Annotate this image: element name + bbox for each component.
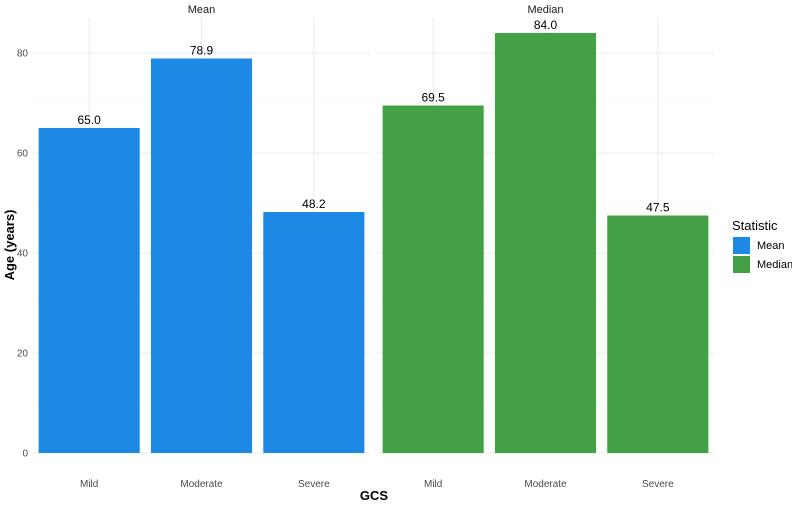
- facet-panel-mean: Mean 65.0 Mild 78.9 Moderate 48.2 Severe: [33, 4, 370, 490]
- bar-value-label: 69.5: [421, 91, 445, 105]
- y-tick-label: 80: [17, 49, 29, 60]
- bar-mean-severe: [263, 212, 365, 453]
- bar-value-label: 78.9: [190, 44, 214, 58]
- legend-title: Statistic: [732, 218, 778, 233]
- bar-median-mild: [382, 105, 484, 453]
- x-tick-label: Severe: [642, 479, 674, 490]
- y-tick-label: 0: [22, 449, 28, 460]
- legend-label: Median: [757, 259, 792, 271]
- bar-mean-moderate: [150, 58, 253, 453]
- bar-value-label: 47.5: [646, 201, 670, 215]
- bar-median-severe: [607, 215, 709, 453]
- facet-panel-median: Median 69.5 Mild 84.0 Moderate 47.5 Severe: [377, 4, 714, 490]
- x-tick-label: Moderate: [524, 479, 567, 490]
- legend: Statistic Mean Median: [732, 218, 792, 273]
- chart-panels: Mean65.0Mild78.9Moderate48.2SevereMedian…: [33, 4, 714, 490]
- x-tick-label: Mild: [424, 479, 442, 490]
- y-tick-label: 20: [17, 349, 29, 360]
- y-tick-label: 40: [17, 249, 29, 260]
- bar-value-label: 84.0: [534, 18, 558, 32]
- legend-label: Mean: [757, 240, 785, 252]
- x-tick-label: Severe: [298, 479, 330, 490]
- bar-median-moderate: [494, 33, 597, 453]
- bar-value-label: 48.2: [302, 197, 326, 211]
- y-axis-title: Age (years): [2, 210, 17, 281]
- bar-value-label: 65.0: [77, 113, 101, 127]
- legend-key-mean: [733, 237, 750, 254]
- y-tick-label: 60: [17, 149, 29, 160]
- legend-key-median: [733, 256, 750, 273]
- bar-mean-mild: [38, 128, 140, 453]
- facet-strip-label: Mean: [188, 4, 216, 16]
- y-axis: 0 20 40 60 80: [17, 49, 29, 460]
- x-tick-label: Mild: [80, 479, 98, 490]
- x-axis-title: GCS: [360, 488, 389, 503]
- facet-strip-label: Median: [527, 4, 563, 16]
- x-tick-label: Moderate: [180, 479, 223, 490]
